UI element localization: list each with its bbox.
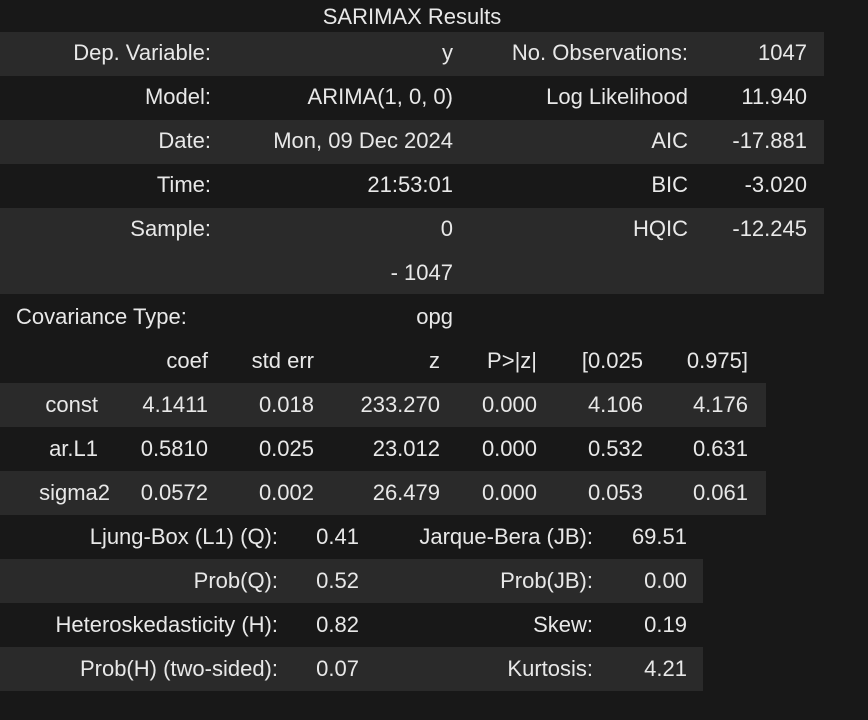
coef-std-err: 0.002 [258, 480, 314, 505]
coef-header: 0.975] [686, 348, 748, 373]
diag-stripe [0, 559, 703, 603]
coef-header: std err [251, 348, 314, 373]
summary-label: AIC [651, 128, 688, 153]
coef-header: P>|z| [487, 348, 537, 373]
summary-value: -3.020 [744, 172, 807, 197]
summary-label: Covariance Type: [16, 304, 187, 329]
summary-label [0, 251, 211, 295]
diag-label: Kurtosis: [507, 656, 593, 681]
coef-std-err: 0.025 [258, 436, 314, 461]
summary-value: Mon, 09 Dec 2024 [273, 128, 453, 153]
summary-value: - 1047 [390, 260, 453, 285]
coef-value: 0.5810 [140, 436, 208, 461]
summary-label: No. Observations: [511, 40, 688, 65]
coef-p-value: 0.000 [481, 480, 537, 505]
diag-value: 0.41 [316, 524, 359, 549]
diag-value: 69.51 [631, 524, 687, 549]
summary-value: y [442, 40, 453, 65]
summary-row: Dep. Variable: y No. Observations: 1047 [0, 31, 824, 75]
coef-term: const [45, 392, 98, 417]
diag-row: Prob(H) (two-sided): 0.07 Kurtosis: 4.21 [0, 647, 703, 691]
diag-row: Heteroskedasticity (H): 0.82 Skew: 0.19 [0, 603, 703, 647]
coef-stripe [0, 471, 766, 515]
coef-value: 0.0572 [140, 480, 208, 505]
coef-row: sigma2 0.0572 0.002 26.479 0.000 0.053 0… [0, 471, 766, 515]
summary-label: BIC [651, 172, 688, 197]
summary-label: Log Likelihood [546, 84, 688, 109]
summary-label: Date: [158, 128, 211, 153]
summary-value: -17.881 [732, 128, 807, 153]
summary-stripe [0, 252, 824, 294]
summary-label [460, 251, 688, 295]
summary-value: 11.940 [741, 84, 807, 109]
summary-value: ARIMA(1, 0, 0) [307, 84, 453, 109]
coef-ci-high: 0.061 [692, 480, 748, 505]
coef-p-value: 0.000 [481, 436, 537, 461]
coef-term: ar.L1 [49, 436, 98, 461]
coef-p-value: 0.000 [481, 392, 537, 417]
summary-value: -12.245 [732, 216, 807, 241]
coef-stripe [0, 383, 766, 427]
coef-ci-low: 4.106 [587, 392, 643, 417]
coef-std-err: 0.018 [258, 392, 314, 417]
diag-label: Heteroskedasticity (H): [55, 612, 278, 637]
coef-ci-low: 0.532 [587, 436, 643, 461]
coef-ci-high: 0.631 [692, 436, 748, 461]
summary-stripe [0, 120, 824, 164]
coef-header-row: coef std err z P>|z| [0.025 0.975] [0, 339, 766, 383]
diag-row: Ljung-Box (L1) (Q): 0.41 Jarque-Bera (JB… [0, 515, 703, 559]
summary-label [460, 295, 688, 339]
summary-label: Time: [156, 172, 211, 197]
diag-label: Jarque-Bera (JB): [419, 524, 593, 549]
diag-row: Prob(Q): 0.52 Prob(JB): 0.00 [0, 559, 703, 603]
coef-row: const 4.1411 0.018 233.270 0.000 4.106 4… [0, 383, 766, 427]
summary-row: Date: Mon, 09 Dec 2024 AIC -17.881 [0, 119, 824, 163]
coef-z: 26.479 [372, 480, 440, 505]
diag-label: Prob(H) (two-sided): [79, 656, 278, 681]
diag-stripe [0, 647, 703, 691]
summary-row: Covariance Type: opg [0, 295, 824, 339]
diag-value: 0.82 [316, 612, 359, 637]
coef-header [0, 339, 98, 383]
results-title: SARIMAX Results [322, 4, 502, 29]
summary-value [700, 251, 807, 295]
coef-term: sigma2 [39, 480, 110, 505]
diag-label: Skew: [533, 612, 593, 637]
coef-header: [0.025 [581, 348, 643, 373]
summary-row: Model: ARIMA(1, 0, 0) Log Likelihood 11.… [0, 75, 824, 119]
summary-value: opg [416, 304, 453, 329]
diag-label: Prob(Q): [193, 568, 278, 593]
summary-row: Time: 21:53:01 BIC -3.020 [0, 163, 824, 207]
coef-row: ar.L1 0.5810 0.025 23.012 0.000 0.532 0.… [0, 427, 766, 471]
coef-z: 233.270 [360, 392, 440, 417]
diag-label: Ljung-Box (L1) (Q): [89, 524, 278, 549]
summary-label: Model: [144, 84, 211, 109]
coef-z: 23.012 [372, 436, 440, 461]
summary-stripe [0, 32, 824, 76]
coef-header: coef [166, 348, 208, 373]
summary-value [700, 295, 807, 339]
summary-label: HQIC [633, 216, 688, 241]
summary-stripe [0, 208, 824, 252]
coef-ci-low: 0.053 [587, 480, 643, 505]
diag-label: Prob(JB): [500, 568, 593, 593]
diag-value: 0.19 [644, 612, 687, 637]
summary-row: Sample: 0 HQIC -12.245 [0, 207, 824, 251]
diag-value: 0.07 [316, 656, 359, 681]
summary-row: - 1047 [0, 251, 824, 295]
summary-label: Sample: [130, 216, 211, 241]
coef-header: z [429, 348, 440, 373]
diag-value: 4.21 [644, 656, 687, 681]
coef-value: 4.1411 [142, 392, 208, 417]
summary-label: Dep. Variable: [73, 40, 211, 65]
summary-value: 21:53:01 [367, 172, 453, 197]
diag-value: 0.52 [316, 568, 359, 593]
summary-value: 0 [440, 216, 453, 241]
coef-ci-high: 4.176 [692, 392, 748, 417]
summary-value: 1047 [758, 40, 807, 65]
diag-value: 0.00 [644, 568, 687, 593]
